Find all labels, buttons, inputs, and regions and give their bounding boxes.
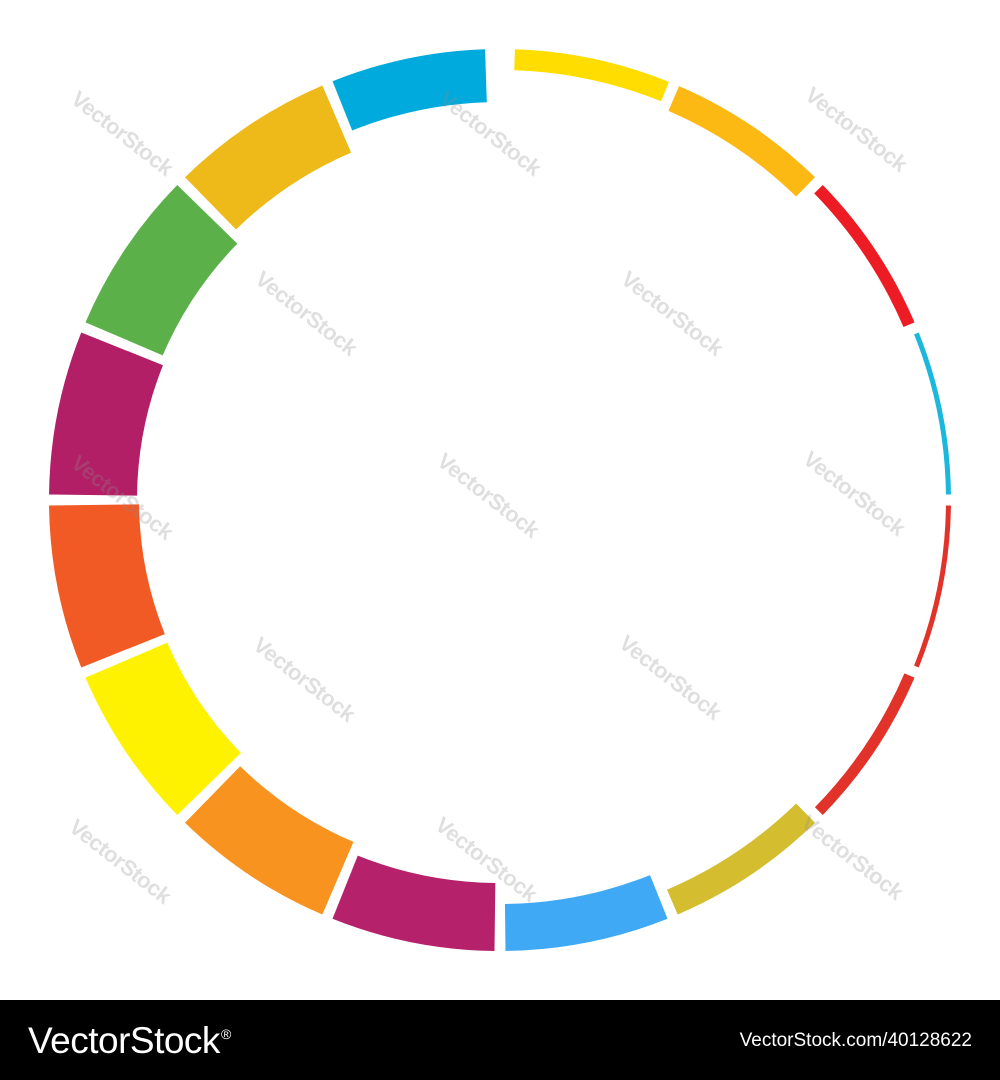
ring-segment: [85, 185, 238, 356]
image-id-label: VectorStock.com/40128622: [739, 1029, 972, 1051]
brand-name: VectorStock: [28, 1019, 220, 1061]
registered-mark: ®: [220, 1026, 231, 1043]
segmented-color-ring: [49, 49, 951, 951]
ring-segment: [814, 185, 915, 328]
ring-segment: [814, 673, 915, 815]
ring-segment: [185, 766, 354, 915]
ring-segment: [49, 332, 163, 496]
ring-segment: [914, 505, 951, 668]
ring-segment: [332, 49, 487, 131]
ring-segment: [514, 49, 669, 102]
ring-segment: [49, 504, 165, 668]
footer-bar: VectorStock® VectorStock.com/40128622: [0, 1000, 1000, 1080]
ring-segment: [668, 86, 815, 197]
ring-segment: [914, 332, 951, 495]
artwork-canvas: VectorStock VectorStock VectorStock Vect…: [49, 49, 951, 951]
ring-segment: [504, 875, 668, 951]
ring-segment: [667, 803, 815, 915]
ring-segment: [185, 85, 352, 230]
ring-segment: [85, 642, 241, 815]
ring-segment: [332, 855, 496, 951]
brand-logo: VectorStock®: [28, 1022, 231, 1059]
